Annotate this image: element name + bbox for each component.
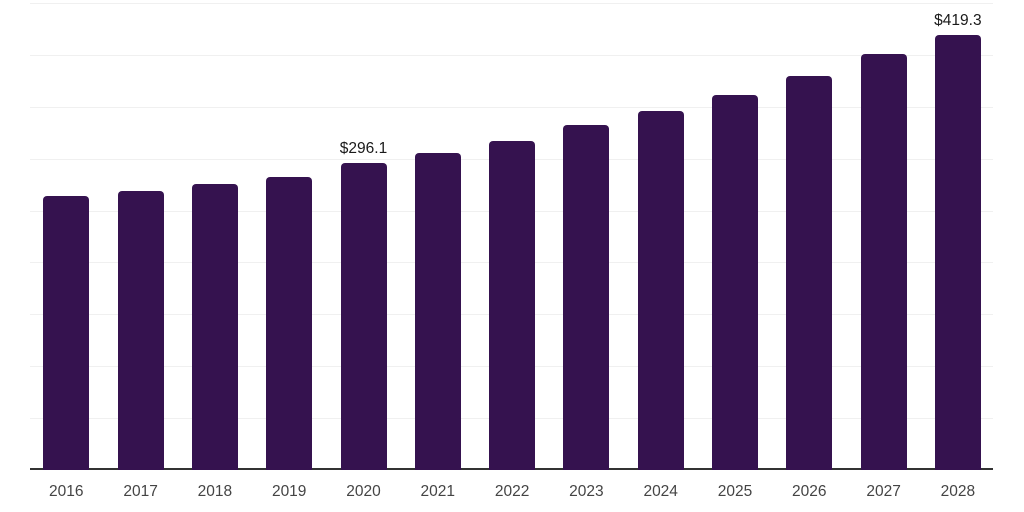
bar-2019[interactable] — [266, 177, 313, 470]
bar-2022[interactable] — [489, 140, 536, 470]
x-tick-label-2024: 2024 — [643, 483, 678, 500]
data-label-2028: $419.3 — [934, 11, 982, 29]
bar-2025[interactable] — [712, 94, 758, 470]
bar-2016[interactable] — [43, 196, 90, 470]
x-tick-label-2026: 2026 — [792, 483, 827, 500]
bar-2024[interactable] — [637, 110, 684, 470]
bar-2028[interactable] — [934, 34, 981, 470]
x-tick-label-2027: 2027 — [866, 483, 901, 500]
bar-2018[interactable] — [191, 184, 238, 470]
gridline-400 — [30, 54, 993, 56]
x-tick-label-2020: 2020 — [346, 483, 381, 500]
bar-2021[interactable] — [414, 153, 461, 470]
x-tick-label-2019: 2019 — [271, 483, 307, 500]
x-tick-label-2018: 2018 — [197, 483, 233, 500]
x-tick-label-2025: 2025 — [717, 483, 753, 500]
data-label-2020: $296.1 — [339, 139, 388, 157]
bar-2020[interactable] — [340, 162, 387, 470]
x-tick-label-2016: 2016 — [49, 483, 84, 500]
bar-2026[interactable] — [786, 75, 833, 470]
x-tick-label-2017: 2017 — [123, 483, 158, 500]
x-tick-label-2028: 2028 — [940, 483, 976, 500]
bar-2017[interactable] — [117, 191, 164, 470]
x-tick-label-2023: 2023 — [569, 483, 604, 500]
gridline-450 — [30, 3, 993, 4]
bar-2027[interactable] — [860, 53, 907, 470]
x-tick-label-2021: 2021 — [420, 483, 456, 500]
gridline-350 — [30, 106, 993, 108]
bar-2023[interactable] — [563, 125, 610, 470]
plot-area: $296.1 $419.3 — [30, 3, 993, 470]
x-tick-label-2022: 2022 — [494, 483, 530, 500]
